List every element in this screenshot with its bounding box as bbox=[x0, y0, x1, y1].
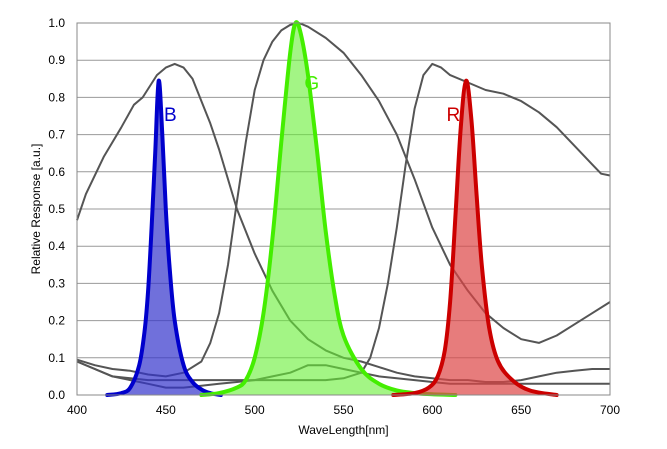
x-tick-label-6: 700 bbox=[600, 403, 620, 417]
y-tick-label-8: 0.8 bbox=[48, 90, 65, 104]
peak-label-g: G bbox=[304, 74, 319, 95]
y-tick-labels: 0.0 0.1 0.2 0.3 0.4 0.5 0.6 0.7 0.8 0.9 1.0 bbox=[48, 16, 65, 402]
y-tick-label-10: 1.0 bbox=[48, 16, 65, 30]
emission-fill-r bbox=[393, 80, 557, 396]
y-axis-label: Relative Response [a.u.] bbox=[29, 144, 43, 275]
x-axis-label: WaveLength[nm] bbox=[298, 423, 388, 437]
x-tick-label-0: 400 bbox=[67, 403, 87, 417]
y-tick-label-6: 0.6 bbox=[48, 165, 65, 179]
y-tick-label-7: 0.7 bbox=[48, 128, 65, 142]
emission-line-r bbox=[391, 78, 559, 397]
emission-line-g bbox=[199, 20, 458, 397]
x-tick-label-4: 600 bbox=[422, 403, 442, 417]
y-tick-label-0: 0.0 bbox=[48, 388, 65, 402]
y-tick-label-9: 0.9 bbox=[48, 53, 65, 67]
emission-fill-g bbox=[201, 22, 456, 395]
plot-frame bbox=[76, 22, 611, 396]
peak-labels: B G R bbox=[164, 74, 460, 127]
y-tick-label-5: 0.5 bbox=[48, 202, 65, 216]
peak-label-b: B bbox=[164, 105, 177, 126]
y-tick-label-1: 0.1 bbox=[48, 351, 65, 365]
y-tick-label-2: 0.2 bbox=[48, 314, 65, 328]
x-tick-labels: 400 450 500 550 600 650 700 bbox=[67, 403, 620, 417]
peak-label-r: R bbox=[447, 105, 461, 126]
x-tick-label-1: 450 bbox=[156, 403, 176, 417]
x-tick-label-3: 550 bbox=[333, 403, 353, 417]
y-tick-label-4: 0.4 bbox=[48, 239, 65, 253]
emission-curves bbox=[105, 20, 559, 397]
x-tick-label-2: 500 bbox=[245, 403, 265, 417]
x-tick-label-5: 650 bbox=[511, 403, 531, 417]
emission-fill-b bbox=[107, 80, 221, 396]
emission-line-b bbox=[105, 78, 223, 397]
y-tick-label-3: 0.3 bbox=[48, 276, 65, 290]
